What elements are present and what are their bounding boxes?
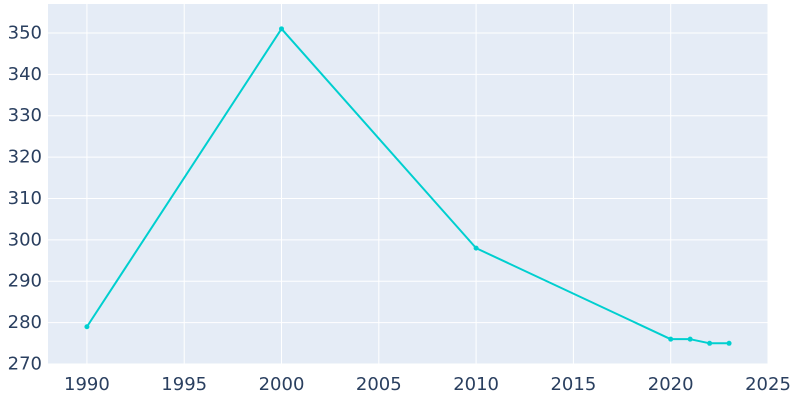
x-tick-label-2005: 2005 — [356, 374, 402, 395]
y-tick-label-270: 270 — [8, 354, 42, 375]
x-axis-ticks: 1990 1995 2000 2005 2010 2015 2020 2025 — [64, 374, 791, 395]
x-tick-label-2020: 2020 — [648, 374, 694, 395]
y-tick-label-330: 330 — [8, 105, 42, 126]
y-tick-label-320: 320 — [8, 147, 42, 168]
y-tick-label-290: 290 — [8, 271, 42, 292]
x-tick-label-2010: 2010 — [453, 374, 499, 395]
data-point-2000 — [279, 26, 285, 32]
y-tick-label-350: 350 — [8, 22, 42, 43]
x-tick-label-2000: 2000 — [259, 374, 305, 395]
plot-background — [48, 4, 768, 364]
x-tick-label-1990: 1990 — [64, 374, 110, 395]
y-axis-ticks: 270 280 290 300 310 320 330 340 350 — [8, 22, 42, 374]
y-tick-label-310: 310 — [8, 188, 42, 209]
series-group — [84, 26, 732, 346]
x-tick-label-2015: 2015 — [550, 374, 596, 395]
gridlines — [48, 4, 769, 365]
data-point-1990 — [84, 324, 90, 330]
y-tick-label-280: 280 — [8, 312, 42, 333]
data-point-2010 — [473, 245, 479, 251]
data-point-2020 — [668, 336, 674, 342]
data-point-2021 — [687, 336, 693, 342]
x-tick-label-2025: 2025 — [745, 374, 791, 395]
x-tick-label-1995: 1995 — [161, 374, 207, 395]
data-point-2022 — [707, 340, 713, 346]
y-tick-label-340: 340 — [8, 64, 42, 85]
data-point-2023 — [726, 340, 732, 346]
y-tick-label-300: 300 — [8, 229, 42, 250]
